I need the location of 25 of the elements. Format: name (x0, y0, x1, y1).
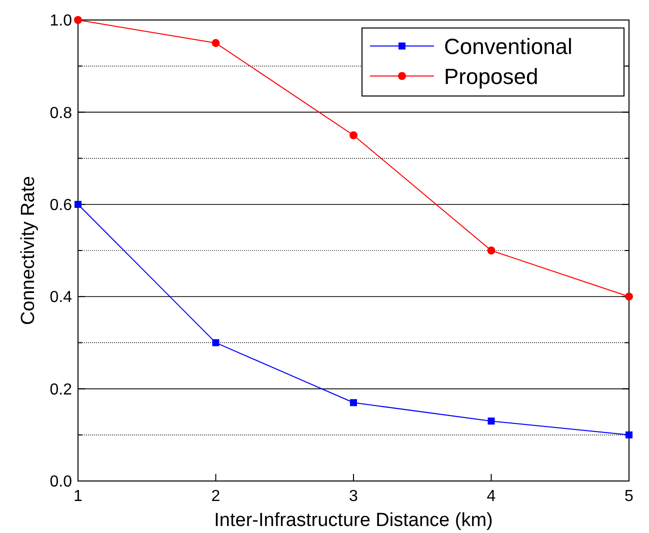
y-tick-label: 1.0 (50, 12, 72, 30)
point (626, 431, 632, 438)
point (74, 16, 82, 24)
y-tick-label: 0.6 (50, 197, 72, 214)
point (488, 418, 495, 425)
y-tick-label: 0.0 (50, 474, 72, 491)
point (350, 131, 358, 140)
point (212, 39, 220, 48)
x-tick-label: 5 (624, 488, 634, 505)
x-tick-label: 1 (74, 488, 83, 505)
y-tick-label: 0.4 (50, 289, 72, 306)
legend-label: Proposed (444, 64, 538, 89)
point (350, 399, 357, 406)
y-tick-label: 0.2 (50, 381, 72, 398)
point (74, 200, 82, 208)
y-axis-title: Connectivity Rate (18, 176, 39, 325)
y-tick-label: 0.8 (50, 104, 72, 122)
point (625, 292, 633, 301)
legend-label: Conventional (444, 34, 572, 59)
x-tick-label: 2 (211, 488, 220, 505)
point (487, 246, 496, 254)
point (212, 339, 220, 346)
x-axis-title: Inter-Infrastructure Distance (km) (214, 510, 493, 531)
x-tick-label: 4 (486, 488, 496, 505)
x-tick-label: 3 (349, 488, 358, 505)
